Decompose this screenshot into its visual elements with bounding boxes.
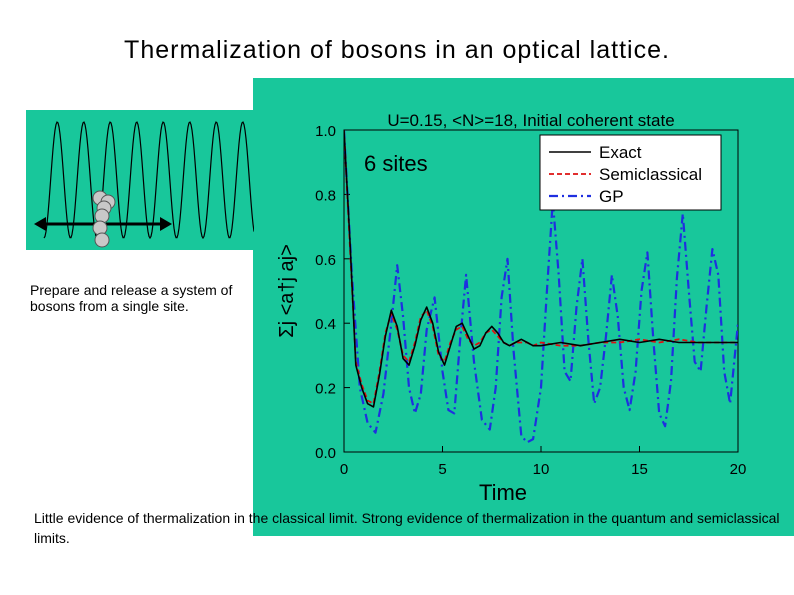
boson-atoms: [92, 190, 116, 248]
legend-label-exact: Exact: [599, 143, 642, 162]
legend-label-semiclassical: Semiclassical: [599, 165, 702, 184]
y-tick-label: 0.6: [315, 252, 336, 269]
lattice-wave-diagram: [34, 121, 254, 248]
y-tick-label: 1.0: [315, 123, 336, 140]
series-line-exact: [344, 130, 738, 408]
prepare-release-text: Prepare and release a system of bosons f…: [30, 282, 233, 314]
legend-label-gp: GP: [599, 187, 624, 206]
sites-annotation: 6 sites: [364, 151, 428, 176]
boson-atom: [94, 232, 110, 248]
slide-title: Thermalization of bosons in an optical l…: [124, 36, 670, 64]
x-tick-label: 15: [631, 461, 648, 478]
legend-box: [539, 134, 722, 211]
x-tick-label: 10: [533, 461, 550, 478]
x-tick-label: 0: [340, 461, 348, 478]
optical-lattice-illustration: [26, 110, 254, 250]
series-line-gp: [344, 130, 738, 444]
y-axis-label: Σj <a†j aj>: [276, 244, 298, 338]
legend-items: Exact Semiclassical GP: [549, 143, 702, 206]
population-chart: U=0.15, <N>=18, Initial coherent state 0…: [276, 111, 747, 505]
series-layer: [344, 130, 738, 444]
chart-title: U=0.15, <N>=18, Initial coherent state: [387, 111, 674, 130]
left-arrowhead: [34, 217, 46, 231]
y-tick-label: 0.2: [315, 381, 336, 398]
legend: Exact Semiclassical GP: [539, 134, 722, 211]
y-axis-ticks: 0.0 0.2 0.4 0.6 0.8 1.0: [315, 123, 350, 462]
y-tick-label: 0.4: [315, 316, 336, 333]
release-arrows: [34, 217, 172, 231]
y-tick-label: 0.8: [315, 187, 336, 204]
y-tick-label: 0.0: [315, 445, 336, 462]
right-arrowhead: [160, 217, 172, 231]
x-axis-label: Time: [479, 480, 527, 505]
x-axis-ticks: 0 5 10 15 20: [340, 446, 747, 478]
conclusion-text: Little evidence of thermalization in the…: [34, 510, 780, 546]
x-tick-label: 5: [438, 461, 446, 478]
lattice-potential-wave: [43, 121, 254, 240]
x-tick-label: 20: [730, 461, 747, 478]
